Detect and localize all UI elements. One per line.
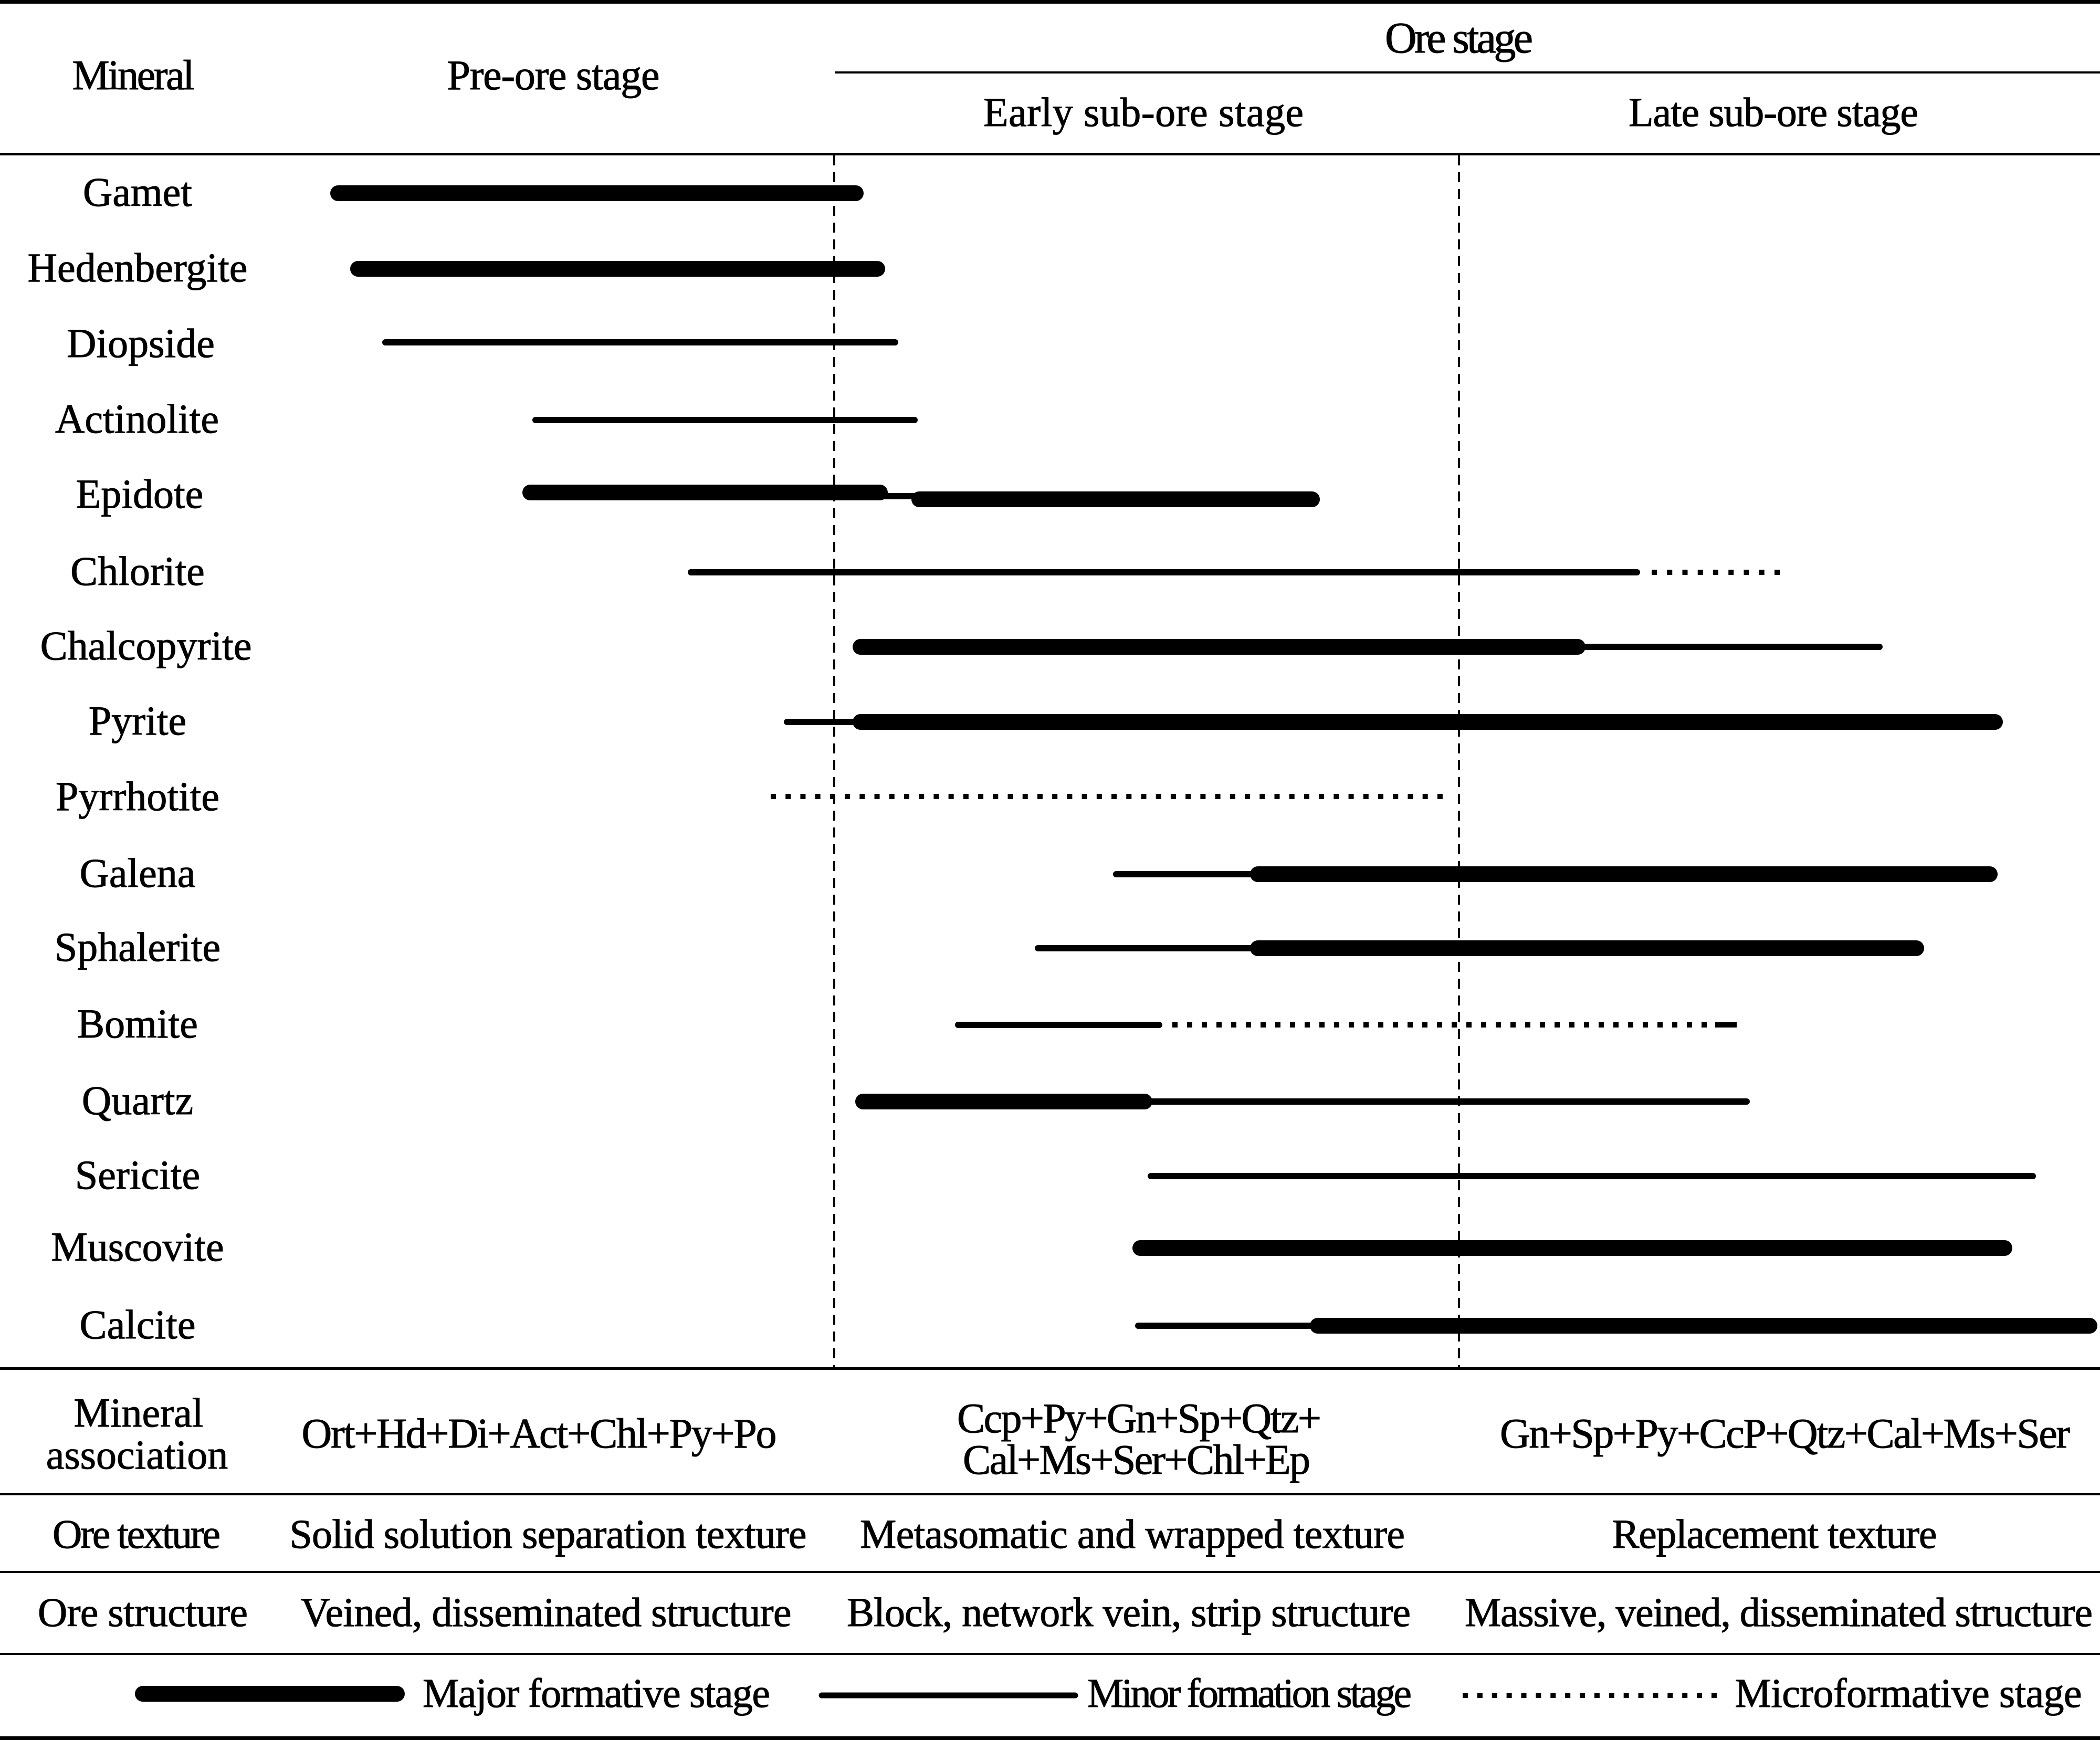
svg-text:Massive, veined, disseminated: Massive, veined, disseminated structure (1465, 1589, 2093, 1635)
svg-text:Cal+Ms+Ser+Chl+Ep: Cal+Ms+Ser+Chl+Ep (963, 1437, 1310, 1483)
svg-text:Epidote: Epidote (76, 471, 204, 517)
svg-text:Sericite: Sericite (75, 1152, 200, 1198)
svg-text:Hedenbergite: Hedenbergite (28, 245, 248, 290)
svg-text:Veined, disseminated structure: Veined, disseminated structure (301, 1589, 792, 1635)
svg-text:Bomite: Bomite (77, 1001, 198, 1046)
svg-text:Solid solution separation text: Solid solution separation texture (290, 1511, 807, 1557)
svg-text:Pyrite: Pyrite (89, 698, 186, 743)
svg-text:Sphalerite: Sphalerite (55, 924, 220, 970)
svg-text:Minor formation stage: Minor formation stage (1087, 1670, 1412, 1716)
svg-text:Actinolite: Actinolite (55, 396, 219, 442)
svg-text:Ore structure: Ore structure (38, 1589, 248, 1635)
svg-text:Major formative stage: Major formative stage (423, 1670, 770, 1716)
svg-text:Mineral: Mineral (72, 53, 195, 99)
svg-text:Mineral: Mineral (74, 1390, 204, 1435)
svg-text:association: association (46, 1432, 228, 1477)
svg-text:Chalcopyrite: Chalcopyrite (40, 623, 252, 668)
svg-text:Gn+Sp+Py+CcP+Qtz+Cal+Ms+Ser: Gn+Sp+Py+CcP+Qtz+Cal+Ms+Ser (1500, 1411, 2070, 1457)
svg-text:Quartz: Quartz (82, 1077, 193, 1123)
svg-text:Galena: Galena (80, 850, 196, 896)
svg-text:Ccp+Py+Gn+Sp+Qtz+: Ccp+Py+Gn+Sp+Qtz+ (957, 1396, 1321, 1442)
svg-text:Pre-ore stage: Pre-ore stage (447, 53, 660, 99)
svg-text:Ore stage: Ore stage (1385, 14, 1533, 62)
svg-text:Gamet: Gamet (83, 169, 192, 215)
svg-text:Metasomatic and wrapped textur: Metasomatic and wrapped texture (860, 1511, 1405, 1557)
svg-text:Early sub-ore stage: Early sub-ore stage (983, 89, 1304, 135)
svg-text:Calcite: Calcite (80, 1302, 196, 1347)
svg-text:Block, network vein, strip str: Block, network vein, strip structure (847, 1589, 1411, 1635)
svg-text:Diopside: Diopside (67, 320, 215, 366)
svg-text:Ore texture: Ore texture (52, 1511, 220, 1557)
svg-text:Ort+Hd+Di+Act+Chl+Py+Po: Ort+Hd+Di+Act+Chl+Py+Po (302, 1411, 777, 1457)
svg-text:Chlorite: Chlorite (70, 548, 205, 594)
svg-text:Muscovite: Muscovite (51, 1224, 224, 1270)
svg-text:Late sub-ore stage: Late sub-ore stage (1629, 89, 1918, 135)
svg-text:Pyrrhotite: Pyrrhotite (56, 773, 219, 819)
svg-text:Replacement texture: Replacement texture (1612, 1511, 1937, 1557)
svg-text:Microformative stage: Microformative stage (1735, 1670, 2082, 1716)
